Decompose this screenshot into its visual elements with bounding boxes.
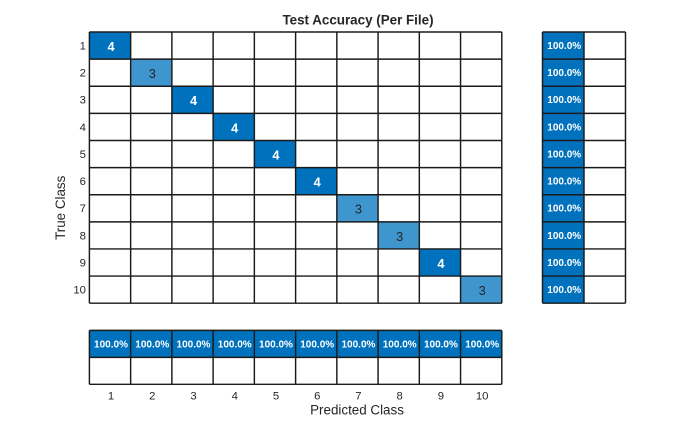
svg-text:100.0%: 100.0% <box>547 149 581 160</box>
svg-text:100.0%: 100.0% <box>547 95 581 106</box>
svg-text:1: 1 <box>80 40 86 52</box>
svg-text:4: 4 <box>190 93 198 108</box>
svg-text:8: 8 <box>80 230 86 242</box>
svg-text:Test Accuracy (Per File): Test Accuracy (Per File) <box>282 13 433 28</box>
svg-text:100.0%: 100.0% <box>300 339 334 350</box>
svg-text:True Class: True Class <box>53 175 68 240</box>
svg-text:100.0%: 100.0% <box>547 41 581 52</box>
svg-text:8: 8 <box>397 391 403 403</box>
svg-text:3: 3 <box>479 283 486 298</box>
svg-text:100.0%: 100.0% <box>177 339 211 350</box>
svg-text:100.0%: 100.0% <box>547 285 581 296</box>
svg-text:100.0%: 100.0% <box>547 122 581 133</box>
svg-text:5: 5 <box>80 149 86 161</box>
svg-text:2: 2 <box>80 68 86 80</box>
svg-text:7: 7 <box>355 391 361 403</box>
svg-text:1: 1 <box>108 391 114 403</box>
svg-text:100.0%: 100.0% <box>259 339 293 350</box>
svg-text:3: 3 <box>190 391 196 403</box>
svg-text:6: 6 <box>314 391 320 403</box>
svg-text:4: 4 <box>107 39 115 54</box>
svg-text:100.0%: 100.0% <box>465 339 499 350</box>
svg-text:4: 4 <box>231 120 239 135</box>
svg-text:4: 4 <box>437 256 445 271</box>
svg-text:4: 4 <box>314 175 322 190</box>
svg-text:3: 3 <box>396 229 403 244</box>
svg-text:6: 6 <box>80 176 86 188</box>
svg-text:100.0%: 100.0% <box>547 68 581 79</box>
svg-text:9: 9 <box>80 257 86 269</box>
svg-text:100.0%: 100.0% <box>94 339 128 350</box>
svg-text:100.0%: 100.0% <box>341 339 375 350</box>
svg-text:100.0%: 100.0% <box>547 204 581 215</box>
svg-text:4: 4 <box>80 122 86 134</box>
svg-text:100.0%: 100.0% <box>547 177 581 188</box>
svg-text:4: 4 <box>232 391 238 403</box>
svg-text:3: 3 <box>149 66 156 81</box>
svg-text:2: 2 <box>149 391 155 403</box>
svg-text:5: 5 <box>273 391 279 403</box>
svg-text:3: 3 <box>80 95 86 107</box>
svg-text:100.0%: 100.0% <box>424 339 458 350</box>
svg-text:7: 7 <box>80 203 86 215</box>
svg-text:4: 4 <box>272 147 280 162</box>
svg-text:9: 9 <box>438 391 444 403</box>
svg-text:100.0%: 100.0% <box>547 258 581 269</box>
svg-text:10: 10 <box>476 391 489 403</box>
svg-text:100.0%: 100.0% <box>218 339 252 350</box>
svg-text:100.0%: 100.0% <box>383 339 417 350</box>
svg-text:3: 3 <box>355 202 362 217</box>
svg-text:100.0%: 100.0% <box>135 339 169 350</box>
svg-text:Predicted Class: Predicted Class <box>310 402 404 417</box>
svg-text:10: 10 <box>73 285 86 297</box>
svg-text:100.0%: 100.0% <box>547 231 581 242</box>
